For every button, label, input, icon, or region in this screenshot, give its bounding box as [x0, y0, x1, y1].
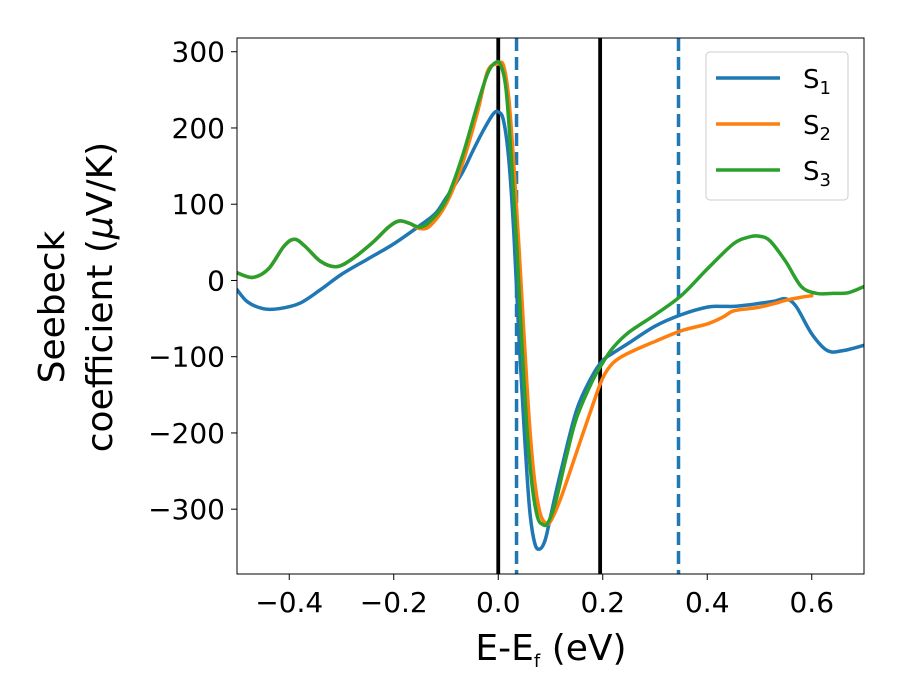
x-tick-label: 0.0: [476, 586, 521, 619]
legend-box: [705, 51, 849, 201]
y-axis-label-line2: coefficient (μV/K): [80, 142, 121, 452]
legend-label-s2: S2: [803, 111, 831, 145]
y-tick-label: 300: [172, 36, 225, 69]
y-tick-label: −100: [148, 341, 225, 374]
x-tick-label: 0.4: [685, 586, 730, 619]
x-axis-label: E-Ef (eV): [475, 628, 626, 672]
plot-frame: [236, 37, 865, 575]
x-tick-label: 0.6: [789, 586, 834, 619]
legend-label-s3: S3: [803, 157, 831, 191]
y-axis: 300 200 100 0 −100 −200 −300: [148, 36, 237, 526]
x-axis: −0.4 −0.2 0.0 0.2 0.4 0.6: [255, 574, 834, 619]
y-tick-label: −200: [148, 417, 225, 450]
legend-label-s1: S1: [803, 65, 831, 99]
y-axis-label-line1: Seebeck: [32, 230, 73, 383]
y-tick-label: 200: [172, 112, 225, 145]
x-tick-label: 0.2: [580, 586, 625, 619]
x-tick-label: −0.4: [255, 586, 323, 619]
x-tick-label: −0.2: [360, 586, 428, 619]
y-tick-label: 0: [207, 264, 225, 297]
legend: S1 S2 S3: [705, 51, 849, 201]
y-tick-label: 100: [172, 188, 225, 221]
series-line-s3: [237, 59, 864, 528]
series-line-s1: [237, 109, 864, 551]
y-tick-label: −300: [148, 493, 225, 526]
